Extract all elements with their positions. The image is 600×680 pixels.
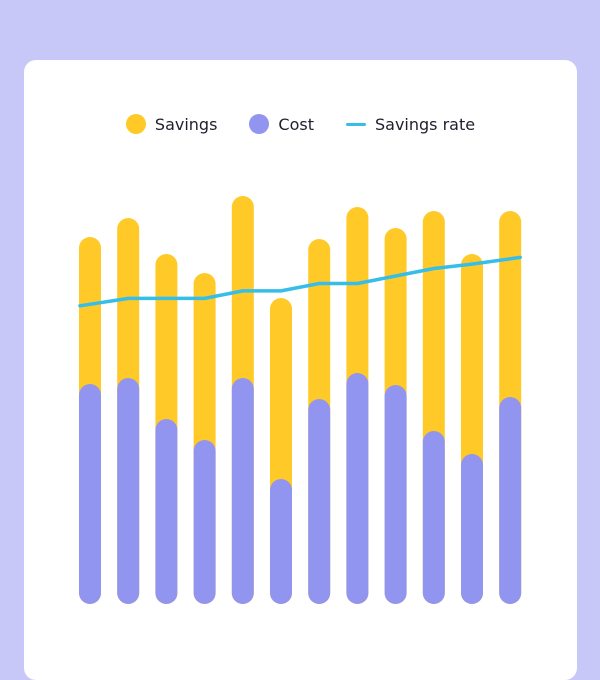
legend-item-savings-rate[interactable]: Savings rate [346,115,475,134]
legend-label-savings: Savings [154,114,218,134]
stacked-bar-chart [78,196,522,604]
savings-swatch [125,114,146,134]
cost-bar[interactable] [270,479,292,604]
cost-bar[interactable] [346,373,369,604]
chart-card: Savings Cost Savings rate [24,60,577,680]
cost-swatch [249,114,270,134]
line-layer [78,255,522,308]
cost-bar[interactable] [79,384,101,604]
legend-item-savings[interactable]: Savings [125,114,218,134]
cost-bar[interactable] [384,385,407,604]
legend-label-cost: Cost [278,114,314,134]
cost-bar[interactable] [231,378,254,604]
legend-label-savings-rate: Savings rate [375,114,476,134]
bars-layer [79,196,522,604]
legend-item-cost[interactable]: Cost [249,114,314,134]
cost-bar[interactable] [422,431,445,604]
chart-legend: Savings Cost Savings rate [24,114,577,134]
cost-bar[interactable] [193,440,216,604]
savings-rate-swatch [346,122,366,126]
cost-bar[interactable] [117,378,140,604]
cost-bar[interactable] [308,399,331,604]
cost-bar[interactable] [155,419,178,604]
cost-bar[interactable] [499,397,522,604]
savings-rate-line[interactable] [78,255,522,308]
cost-bar[interactable] [461,454,483,604]
